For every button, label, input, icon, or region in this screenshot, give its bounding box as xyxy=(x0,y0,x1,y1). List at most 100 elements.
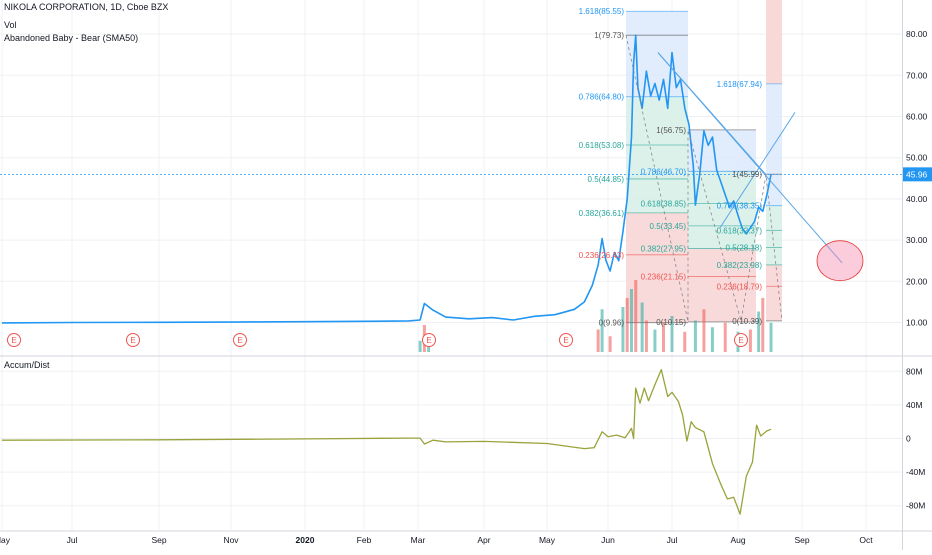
time-tick-label: Feb xyxy=(357,535,372,545)
time-tick-label: May xyxy=(0,535,11,545)
fib-level-label: 0(9.96) xyxy=(599,319,625,328)
price-tick-label: 20.00 xyxy=(906,276,928,286)
fib-zone xyxy=(626,178,688,213)
time-tick-label: Nov xyxy=(223,535,239,545)
price-tick-label: 10.00 xyxy=(906,318,928,328)
fib-zone xyxy=(688,225,756,249)
volume-bar xyxy=(661,322,665,352)
volume-bar xyxy=(723,322,727,352)
earnings-marker-label: E xyxy=(237,336,242,345)
fib-level-label: 0.618(38.85) xyxy=(641,200,687,209)
time-tick-label: Jul xyxy=(667,535,678,545)
last-price-label: 45.96 xyxy=(906,169,928,179)
earnings-marker-icon xyxy=(7,333,21,347)
fib-level-label: 0.786(46.70) xyxy=(641,167,687,176)
fib-level-label: 0.5(28.18) xyxy=(726,244,763,253)
ad-tick-label: -40M xyxy=(906,467,925,477)
volume-bar xyxy=(693,320,697,352)
drawing-tools xyxy=(0,35,902,322)
pattern-legend[interactable]: Abandoned Baby - Bear (SMA50) xyxy=(4,33,139,43)
earnings-marker-icon xyxy=(233,333,247,347)
volume-bar xyxy=(653,329,657,352)
fib-level-label: 0.618(53.08) xyxy=(579,141,625,150)
earnings-marker-label: E xyxy=(130,336,135,345)
time-tick-label: Sep xyxy=(794,535,809,545)
time-tick-label: Jul xyxy=(67,535,78,545)
fib-zone xyxy=(766,83,782,175)
fib-extension-strip xyxy=(766,0,782,84)
volume-bar xyxy=(418,340,422,352)
time-tick-label: Apr xyxy=(477,535,490,545)
volume-bar xyxy=(683,331,687,352)
last-price-badge xyxy=(903,167,932,182)
fib-zone xyxy=(626,212,688,255)
fib-zone xyxy=(766,247,782,265)
fib-level-label: 1(56.75) xyxy=(656,126,686,135)
ad-tick-label: 0 xyxy=(906,434,911,444)
time-tick-label: 2020 xyxy=(296,535,315,545)
fib-level-label: 0.236(21.15) xyxy=(641,273,687,282)
accum-dist-legend[interactable]: Accum/Dist xyxy=(4,360,50,370)
accum-dist-series xyxy=(1,368,772,515)
ad-tick-label: -80M xyxy=(906,501,925,511)
fib-zone xyxy=(766,205,782,231)
fib-level-label: 1(79.73) xyxy=(594,31,624,40)
fib-level-label: 0.5(33.45) xyxy=(650,222,687,231)
fib-level-label: 0.786(38.35) xyxy=(717,202,763,211)
fib-level-label: 0.382(23.98) xyxy=(717,261,763,270)
time-tick-label: Jun xyxy=(601,535,615,545)
fib-zone xyxy=(626,145,688,179)
time-tick-label: Aug xyxy=(730,535,745,545)
accum-dist-line xyxy=(1,368,772,515)
volume-bar xyxy=(644,320,648,352)
volume-bar xyxy=(670,316,674,352)
time-tick-label: Oct xyxy=(859,535,873,545)
volume-bar xyxy=(702,309,706,352)
price-tick-label: 80.00 xyxy=(906,29,928,39)
earnings-marker-icon xyxy=(559,333,573,347)
volume-bar xyxy=(761,298,765,352)
fib-zone xyxy=(688,129,756,172)
axes: 80.00 70.00 60.00 50.00 40.00 30.00 20.00 10.00… xyxy=(0,29,932,545)
volume-bar xyxy=(625,298,629,352)
volume-legend[interactable]: Vol xyxy=(4,20,17,30)
earnings-marker-label: E xyxy=(11,336,16,345)
ad-tick-label: 40M xyxy=(906,400,923,410)
volume-bar xyxy=(634,280,638,352)
price-tick-label: 30.00 xyxy=(906,235,928,245)
fib-level-label: 0.786(64.80) xyxy=(579,93,625,102)
fib-zone xyxy=(766,230,782,248)
time-tick-label: Mar xyxy=(411,535,426,545)
earnings-marker-label: E xyxy=(426,336,431,345)
price-tick-label: 40.00 xyxy=(906,194,928,204)
volume-bar xyxy=(769,322,773,352)
fib-zone xyxy=(626,96,688,146)
fib-level-label: 0.5(44.85) xyxy=(588,175,625,184)
volume-bar xyxy=(608,336,612,352)
price-tick-label: 60.00 xyxy=(906,112,928,122)
fib-zigzag xyxy=(625,35,783,322)
fib-zone xyxy=(766,264,782,287)
fib-level-label: 0(10.39) xyxy=(732,317,762,326)
fib-zone xyxy=(626,11,688,36)
earnings-marker-icon xyxy=(422,333,436,347)
fib-level-label: 0.236(18.79) xyxy=(717,282,763,291)
time-tick-label: May xyxy=(539,535,556,545)
earnings-marker-label: E xyxy=(563,336,568,345)
volume-bar xyxy=(596,329,600,352)
ad-tick-label: 80M xyxy=(906,366,923,376)
fib-level-label: 0.382(36.61) xyxy=(579,209,625,218)
symbol-title[interactable]: NIKOLA CORPORATION, 1D, Cboe BZX xyxy=(4,2,169,12)
fibonacci-labels: 1.618(85.55) 1(79.73) 0.786(64.80) 0.618(53… xyxy=(579,7,763,327)
fib-level-label: 0(10.15) xyxy=(656,318,686,327)
fib-level-label: 0.382(27.95) xyxy=(641,245,687,254)
volume-bar xyxy=(757,311,761,352)
earnings-marker-icon xyxy=(126,333,140,347)
earnings-marker-icon xyxy=(734,333,748,347)
fib-level-label: 1(45.99) xyxy=(732,170,762,179)
trend-line xyxy=(657,52,843,264)
